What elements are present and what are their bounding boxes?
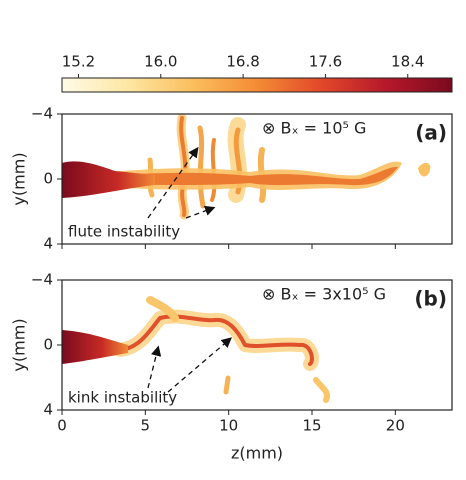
arrow: [185, 205, 216, 219]
panel-label: (b): [414, 287, 447, 311]
y-axis-label: y(mm): [10, 152, 29, 205]
arrow: [167, 337, 232, 393]
density-image-b: [62, 296, 330, 403]
y-tick-label: 0: [43, 336, 53, 354]
annotation: ⊗ Bₓ = 3x10⁵ G: [262, 285, 386, 304]
x-tick-label: 0: [57, 417, 67, 435]
colorbar-tick-label: 16.0: [144, 53, 177, 71]
panel-label: (a): [415, 121, 447, 145]
y-tick-label: 4: [43, 401, 53, 419]
x-axis-label: z(mm): [231, 444, 283, 463]
instability-label: flute instability: [68, 223, 180, 241]
annotation: ⊗ Bₓ = 10⁵ G: [262, 119, 366, 138]
x-tick-label: 15: [302, 417, 321, 435]
y-tick-label: −4: [31, 105, 53, 123]
density-image-a: [62, 114, 431, 220]
colorbar: [61, 77, 453, 93]
colorbar-tick-label: 16.8: [226, 53, 259, 71]
y-tick-label: −4: [31, 271, 53, 289]
y-tick-label: 4: [43, 235, 53, 253]
x-tick-label: 5: [141, 417, 151, 435]
y-tick-label: 0: [43, 170, 53, 188]
y-axis-label: y(mm): [10, 318, 29, 371]
colorbar-tick-label: 17.6: [309, 53, 342, 71]
x-tick-label: 10: [219, 417, 238, 435]
x-tick-label: 20: [386, 417, 405, 435]
instability-label: kink instability: [68, 389, 177, 407]
arrow: [147, 345, 162, 389]
colorbar-tick-label: 15.2: [62, 53, 95, 71]
colorbar-tick-label: 18.4: [391, 53, 424, 71]
